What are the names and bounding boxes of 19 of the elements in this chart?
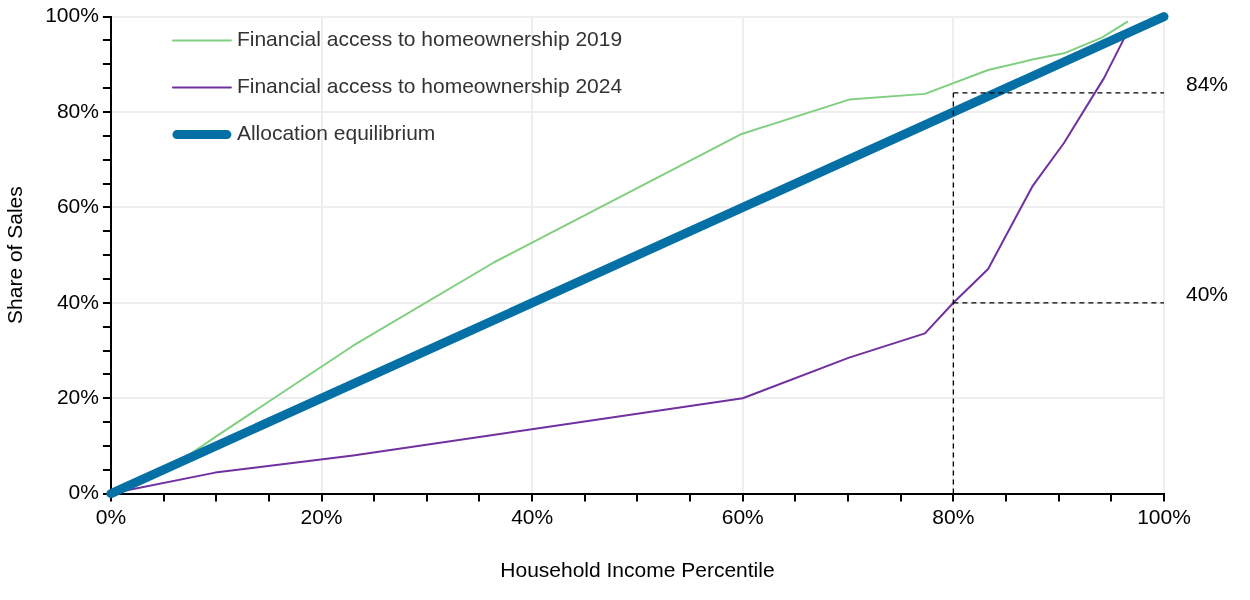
legend-label: Financial access to homeownership 2019 [236,27,623,51]
y-tick-label: 40% [56,289,99,313]
x-axis-title: Household Income Percentile [500,558,775,582]
y-tick-label: 60% [56,194,99,218]
legend-label: Allocation equilibrium [236,121,436,145]
y-tick-label: 20% [56,385,99,408]
ref-line-label: 84% [1186,71,1229,95]
x-tick-label: 80% [932,505,975,528]
ref-line-label: 40% [1186,281,1229,305]
y-tick-label: 0% [68,480,99,504]
x-tick-label: 20% [300,505,343,528]
y-tick-label: 100% [45,3,99,27]
x-tick-label: 0% [95,505,127,528]
legend-label: Financial access to homeownership 2024 [236,74,623,98]
x-tick-label: 40% [511,505,554,528]
y-axis-title: Share of Sales [3,186,27,324]
x-tick-label: 100% [1137,505,1191,528]
y-tick-label: 80% [56,98,99,122]
x-tick-label: 60% [721,505,764,528]
